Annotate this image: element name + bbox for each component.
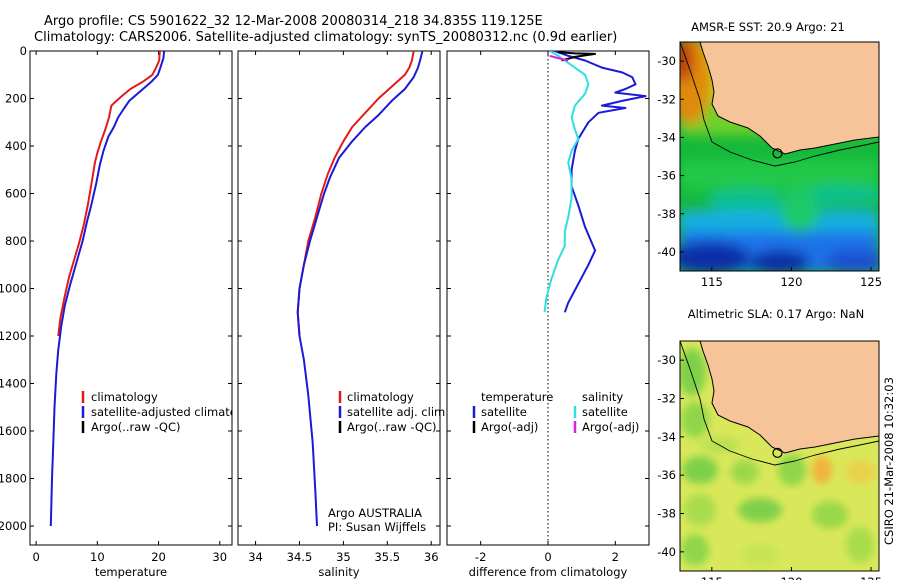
legend-title-temperature: temperature [481,390,553,404]
legend-label: Argo(..raw -QC) [91,420,181,434]
y-tick-label: -34 [657,130,676,144]
temperature-ticks: 0 10 20 30 0 200 400 600 800 1000 1200 1400 1600 1800… [0,44,232,564]
y-tick-label: -40 [657,245,676,259]
x-tick-label: 34.5 [287,550,313,564]
salinity-ticks: 34 34.5 35 35.5 36 [238,50,440,564]
difference-legend: temperature salinity satellite Argo(-adj… [472,390,639,434]
header-line-2: Climatology: CARS2006. Satellite-adjuste… [34,30,617,45]
sla-map-frame [679,340,880,572]
temperature-panel: 0 10 20 30 0 200 400 600 800 1000 1200 1400 1600 1800… [0,44,261,579]
legend-label: Argo(-adj) [582,420,639,434]
difference-xlabel: difference from climatology [469,565,628,579]
salinity-axes-box [237,50,441,546]
x-tick-label: 115 [701,275,723,289]
y-tick-label: 2000 [0,519,27,533]
y-tick-label: 1600 [0,424,27,438]
y-tick-label: 1000 [0,282,27,296]
sla-map-panel: Altimetric SLA: 0.17 Argo: NaN [657,307,882,580]
series-line-climatology [57,51,161,337]
x-tick-label: 0 [32,550,39,564]
temperature-lines [49,51,166,527]
profile-location-marker [772,447,783,458]
series-line-satellite [554,51,647,313]
temperature-axes-box [29,50,233,546]
sst-field [680,42,879,271]
x-tick-label: 125 [860,575,882,580]
x-tick-label: 34 [248,550,263,564]
difference-panel: -2 0 2 difference from climatology tempera… [446,50,650,579]
pi-annotation: PI: Susan Wijffels [328,520,426,534]
y-tick-label: 0 [20,44,27,58]
y-tick-label: -32 [657,392,676,406]
legend-label: satellite [582,405,628,419]
land-mass [680,42,879,154]
temperature-legend: climatology satellite-adjusted climatolo… [81,390,261,434]
series-line-argo-adj- [558,51,597,62]
x-tick-label: 36 [424,550,439,564]
y-tick-label: 400 [5,139,27,153]
x-tick-label: 2 [612,550,619,564]
y-tick-label: 200 [5,92,27,106]
legend-label: satellite-adjusted climatology [91,405,261,419]
x-tick-label: 120 [780,575,802,580]
x-tick-label: 125 [860,275,882,289]
x-tick-label: 35 [336,550,351,564]
difference-axes-box [446,50,650,546]
salinity-panel: 34 34.5 35 35.5 36 salinity climatology sate… [237,50,449,579]
legend-label: satellite [481,405,527,419]
x-tick-label: -2 [475,550,486,564]
x-tick-label: 35.5 [374,550,400,564]
sst-map-title: AMSR-E SST: 20.9 Argo: 21 [691,20,845,34]
legend-label: Argo(..raw -QC) [347,420,437,434]
legend-label: climatology [347,390,414,404]
sla-map-title: Altimetric SLA: 0.17 Argo: NaN [688,307,864,321]
y-tick-label: 600 [5,187,27,201]
y-tick-label: -30 [657,353,676,367]
y-tick-label: -36 [657,169,676,183]
difference-ticks: -2 0 2 [447,50,649,564]
series-line-satellite-adjusted-climatology [49,51,166,527]
y-tick-label: -32 [657,92,676,106]
x-tick-label: 0 [544,550,551,564]
y-tick-label: -38 [657,507,676,521]
salinity-xlabel: salinity [318,565,359,579]
profile-location-marker [772,148,783,159]
y-tick-label: -40 [657,545,676,559]
salinity-legend: climatology satellite adj. clim. Argo(..… [338,390,449,434]
side-label: CSIRO 21-Mar-2008 10:32:03 [882,377,896,545]
y-tick-label: 1800 [0,472,27,486]
sst-map-panel: AMSR-E SST: 20.9 Argo: 21 [657,20,882,289]
x-tick-label: 10 [90,550,105,564]
sla-field [680,341,879,571]
x-tick-label: 20 [151,550,166,564]
salinity-lines [296,51,424,527]
difference-lines [543,51,647,313]
series-line-satellite [543,51,590,313]
y-tick-label: -34 [657,430,676,444]
y-tick-label: -30 [657,54,676,68]
sla-map-ticks: 115 120 125 -30 -32 -34 -36 -38 -40 [657,353,882,580]
sst-map-frame [679,41,880,272]
legend-title-salinity: salinity [582,390,623,404]
y-tick-label: -36 [657,468,676,482]
y-tick-label: 1200 [0,329,27,343]
series-line-argo-adj- [549,54,569,62]
legend-label: climatology [91,390,158,404]
legend-label: satellite adj. clim. [347,405,449,419]
sst-map-ticks: 115 120 125 -30 -32 -34 -36 -38 -40 [657,54,882,289]
temperature-xlabel: temperature [95,565,167,579]
y-tick-label: -38 [657,207,676,221]
series-line-satellite-adj-clim- [296,51,424,527]
x-tick-label: 30 [212,550,227,564]
y-tick-label: 1400 [0,377,27,391]
x-tick-label: 115 [701,575,723,580]
legend-label: Argo(-adj) [481,420,538,434]
y-tick-label: 800 [5,234,27,248]
header-line-1: Argo profile: CS 5901622_32 12-Mar-2008 … [44,14,543,29]
argo-program-annotation: Argo AUSTRALIA [328,506,422,520]
land-mass [680,341,879,453]
x-tick-label: 120 [780,275,802,289]
